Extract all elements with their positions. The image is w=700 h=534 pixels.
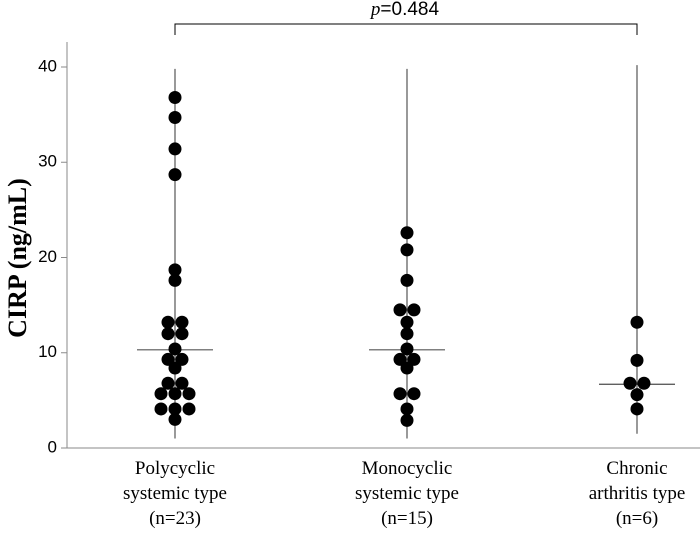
data-point	[630, 388, 644, 402]
data-point	[175, 376, 189, 390]
x-category-label-line: Chronic	[606, 458, 667, 479]
data-point	[393, 352, 407, 366]
x-category-label-line: (n=6)	[616, 508, 658, 529]
data-point	[168, 142, 182, 156]
y-ticks-group: 0 10 20 30 40	[38, 56, 67, 456]
data-point	[182, 387, 196, 401]
data-point	[154, 387, 168, 401]
data-point	[168, 110, 182, 124]
data-point	[630, 353, 644, 367]
data-point	[161, 376, 175, 390]
data-point	[168, 263, 182, 277]
data-point	[168, 273, 182, 287]
data-point	[168, 387, 182, 401]
data-point	[630, 402, 644, 416]
data-point	[400, 413, 414, 427]
x-category-label-line: (n=15)	[381, 508, 433, 529]
x-category-label-line: (n=23)	[149, 508, 201, 529]
data-point	[400, 342, 414, 356]
y-tick-label: 20	[38, 247, 57, 266]
data-point	[400, 361, 414, 375]
y-tick-label: 0	[48, 437, 57, 456]
data-point	[630, 315, 644, 329]
x-category-label-line: systemic type	[355, 483, 459, 504]
x-category-label: Monocyclic systemic type (n=15)	[355, 458, 459, 529]
data-point	[161, 315, 175, 329]
x-category-label: Polycyclic systemic type (n=23)	[123, 458, 227, 529]
y-axis-label: CIRP (ng/mL)	[3, 178, 32, 338]
bracket-line	[174, 23, 638, 35]
y-tick-label: 10	[38, 342, 57, 361]
data-point	[168, 402, 182, 416]
data-point	[400, 243, 414, 257]
x-category-label-line: Monocyclic	[362, 458, 453, 479]
significance-bracket	[174, 23, 638, 35]
data-point	[168, 412, 182, 426]
data-point	[168, 361, 182, 375]
data-point	[407, 303, 421, 317]
group-1: Polycyclic systemic type (n=23)	[123, 68, 227, 529]
p-value-number: =0.484	[380, 0, 439, 20]
data-point	[175, 327, 189, 341]
data-point	[407, 387, 421, 401]
data-point	[161, 352, 175, 366]
y-tick-label: 30	[38, 152, 57, 171]
data-point	[393, 303, 407, 317]
data-point	[175, 315, 189, 329]
data-point	[154, 402, 168, 416]
y-tick-label: 40	[38, 56, 57, 75]
data-point	[168, 168, 182, 182]
p-value-symbol: p	[369, 0, 381, 20]
p-value-annotation: p=0.484	[369, 0, 440, 20]
x-category-label: Chronic arthritis type (n=6)	[589, 458, 686, 529]
groups-container: Polycyclic systemic type (n=23) Monocyclic s…	[123, 65, 685, 529]
data-point	[400, 226, 414, 240]
x-category-label-line: arthritis type	[589, 483, 686, 504]
data-point	[637, 376, 651, 390]
data-point	[623, 376, 637, 390]
data-point	[400, 315, 414, 329]
group-3: Chronic arthritis type (n=6)	[589, 65, 686, 529]
axes-group	[66, 42, 700, 449]
data-point	[400, 402, 414, 416]
data-point	[182, 402, 196, 416]
data-point	[168, 90, 182, 104]
x-category-label-line: systemic type	[123, 483, 227, 504]
data-point	[400, 273, 414, 287]
data-point	[400, 327, 414, 341]
data-point	[393, 387, 407, 401]
group-2: Monocyclic systemic type (n=15)	[355, 68, 459, 529]
data-point	[175, 352, 189, 366]
data-point	[407, 352, 421, 366]
x-category-label-line: Polycyclic	[135, 458, 215, 479]
data-point	[161, 327, 175, 341]
data-point	[168, 342, 182, 356]
